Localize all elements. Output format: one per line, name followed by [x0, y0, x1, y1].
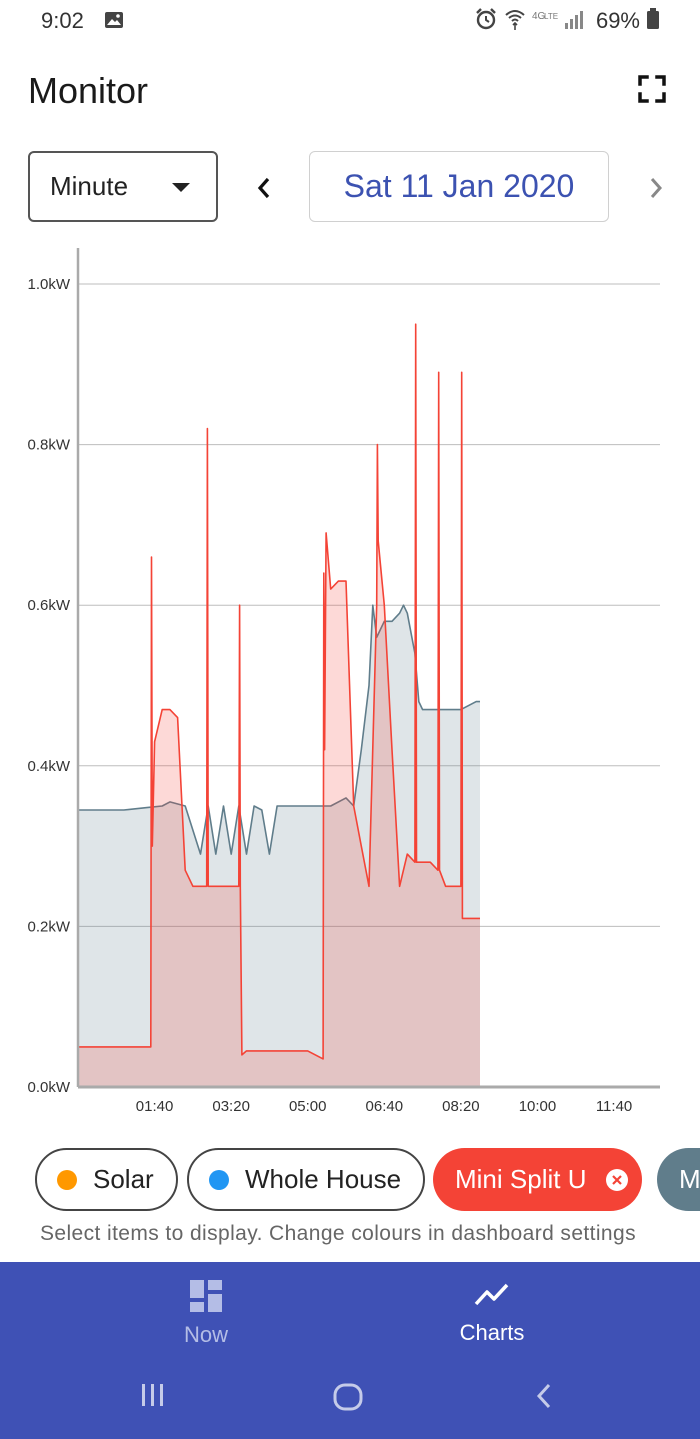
chevron-right-icon — [650, 178, 663, 198]
chips-hint: Select items to display. Change colours … — [40, 1222, 636, 1245]
system-navigation — [0, 1376, 700, 1426]
trending-up-icon — [474, 1283, 509, 1306]
caret-down-icon — [172, 183, 190, 192]
signal-icon — [564, 8, 586, 35]
bottom-navigation: Now Charts — [0, 1262, 700, 1439]
x-tick-label: 11:40 — [596, 1098, 632, 1115]
nav-now-label: Now — [183, 1322, 228, 1347]
next-date-button[interactable] — [636, 168, 676, 208]
nav-now[interactable]: Now — [136, 1280, 276, 1348]
x-tick-label: 10:00 — [519, 1098, 557, 1115]
y-tick-label: 1.0kW — [27, 276, 70, 293]
x-tick-label: 05:00 — [289, 1098, 327, 1115]
status-time: 9:02 — [41, 8, 84, 33]
mini-split-u-line — [78, 323, 480, 1060]
chip-m[interactable]: M — [657, 1148, 700, 1211]
interval-value: Minute — [50, 171, 129, 201]
interval-select[interactable]: Minute — [28, 151, 218, 222]
chip-label: Whole House — [245, 1164, 402, 1194]
battery-percent: 69% — [595, 8, 640, 33]
svg-text:LTE: LTE — [544, 12, 558, 21]
nav-charts-label: Charts — [459, 1320, 525, 1345]
whole-house-dot-icon — [209, 1169, 229, 1190]
lte-icon: 4G LTE — [532, 9, 558, 34]
chip-label: Solar — [93, 1164, 154, 1194]
whole-house-area — [78, 605, 480, 1087]
wifi-icon — [504, 7, 526, 36]
alarm-icon — [474, 7, 498, 36]
chip-mini-split[interactable]: Mini Split U — [433, 1148, 643, 1211]
dashboard-icon — [190, 1280, 222, 1312]
status-icons: 4G LTE 69% — [474, 6, 660, 36]
date-picker[interactable]: Sat 11 Jan 2020 — [309, 151, 609, 222]
x-tick-label: 06:40 — [366, 1098, 404, 1115]
y-tick-label: 0.4kW — [27, 758, 70, 775]
y-tick-label: 0.6kW — [27, 597, 70, 614]
y-tick-label: 0.8kW — [27, 437, 70, 454]
date-label: Sat 11 Jan 2020 — [343, 168, 575, 204]
solar-dot-icon — [57, 1169, 77, 1190]
nav-charts[interactable]: Charts — [422, 1280, 562, 1346]
svg-text:4G: 4G — [532, 11, 546, 22]
x-tick-label: 08:20 — [442, 1098, 480, 1115]
x-tick-label: 01:40 — [136, 1098, 174, 1115]
page-title: Monitor — [28, 70, 149, 111]
status-bar: 9:02 4G LTE 69% — [0, 0, 700, 44]
chevron-left-icon — [257, 177, 270, 199]
y-tick-label: 0.2kW — [27, 918, 70, 935]
home-icon[interactable] — [333, 1382, 363, 1417]
power-chart[interactable]: 0.0kW 0.2kW 0.4kW 0.6kW 0.8kW 1.0kW 01:40 03:20… — [0, 240, 700, 1130]
x-tick-label: 03:20 — [212, 1098, 250, 1115]
battery-icon — [646, 7, 660, 35]
recent-apps-icon[interactable] — [140, 1382, 166, 1413]
y-tick-label: 0.0kW — [27, 1079, 70, 1096]
previous-date-button[interactable] — [244, 168, 284, 208]
chip-whole-house[interactable]: Whole House — [187, 1148, 426, 1211]
series-chips: Solar Whole House Mini Split U M — [35, 1148, 700, 1212]
chip-label: M — [679, 1164, 700, 1194]
close-circle-icon[interactable] — [606, 1168, 629, 1191]
chip-solar[interactable]: Solar — [35, 1148, 178, 1211]
mini-split-u-area — [78, 324, 480, 1087]
back-icon[interactable] — [534, 1382, 554, 1415]
image-icon — [104, 11, 124, 34]
fullscreen-icon[interactable] — [638, 75, 666, 103]
chip-label: Mini Split U — [455, 1164, 587, 1194]
